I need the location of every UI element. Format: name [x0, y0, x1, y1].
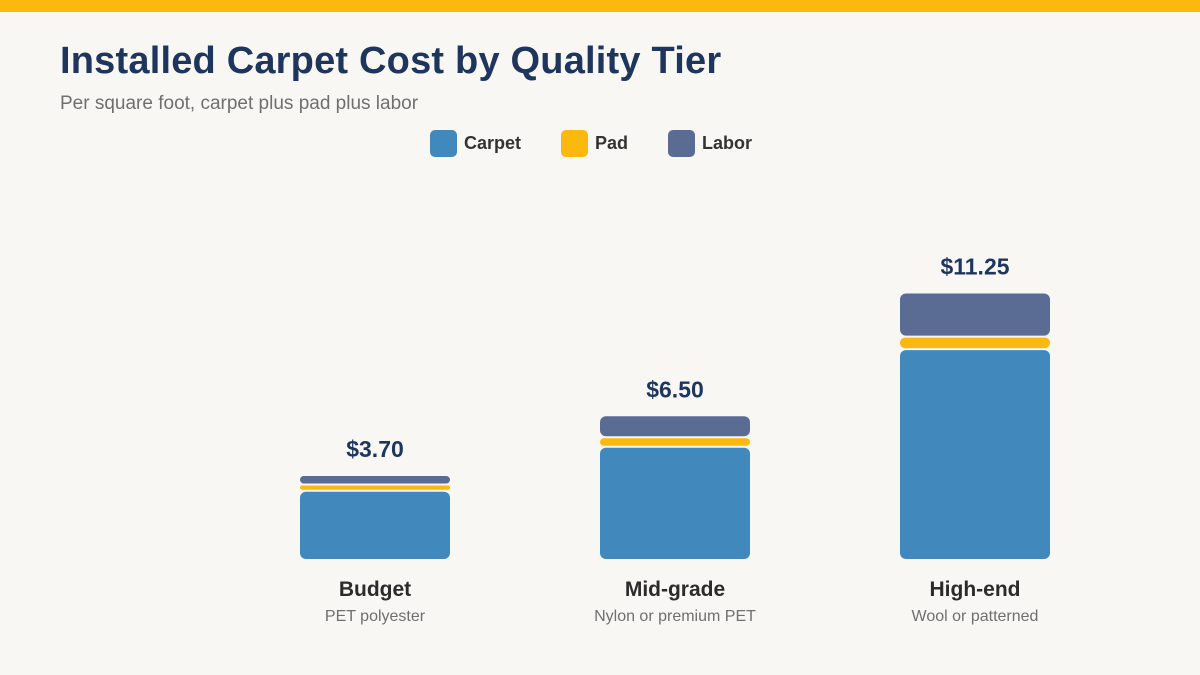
total-label-budget: $3.70 — [346, 436, 404, 462]
legend-item-pad: Pad — [561, 130, 628, 157]
legend-swatch-pad — [561, 130, 589, 157]
category-subtitle-mid-grade: Nylon or premium PET — [594, 608, 756, 625]
category-subtitle-high-end: Wool or patterned — [912, 608, 1039, 625]
legend-label-labor: Labor — [702, 133, 753, 153]
category-label-high-end: High-end — [930, 578, 1021, 601]
bar-segment-labor-mid-grade — [600, 416, 750, 437]
legend-swatch-labor — [668, 130, 696, 157]
top-accent-bar — [0, 0, 1200, 12]
legend-item-carpet: Carpet — [430, 130, 521, 157]
bar-group-budget — [300, 476, 450, 559]
category-label-mid-grade: Mid-grade — [625, 578, 725, 601]
chart-subtitle: Per square foot, carpet plus pad plus la… — [60, 93, 419, 114]
category-subtitle-budget: PET polyester — [325, 608, 426, 625]
legend-label-carpet: Carpet — [464, 133, 522, 153]
category-label-budget: Budget — [339, 578, 411, 601]
legend: Carpet Pad Labor — [430, 130, 752, 157]
chart-title: Installed Carpet Cost by Quality Tier — [60, 40, 722, 82]
bar-segment-pad-budget — [300, 485, 450, 490]
bar-group-high-end — [900, 293, 1050, 559]
total-label-high-end: $11.25 — [940, 254, 1009, 280]
bar-segment-labor-high-end — [900, 293, 1050, 336]
legend-label-pad: Pad — [595, 133, 629, 153]
bar-segment-pad-high-end — [900, 337, 1050, 349]
bar-group-mid-grade — [600, 416, 750, 559]
total-label-mid-grade: $6.50 — [646, 376, 704, 402]
bar-segment-labor-budget — [300, 476, 450, 484]
bar-segment-carpet-mid-grade — [600, 447, 750, 559]
legend-item-labor: Labor — [668, 130, 752, 157]
bar-segment-carpet-high-end — [900, 350, 1050, 559]
bar-segment-carpet-budget — [300, 491, 450, 559]
legend-swatch-carpet — [430, 130, 457, 157]
bar-segment-pad-mid-grade — [600, 438, 750, 446]
